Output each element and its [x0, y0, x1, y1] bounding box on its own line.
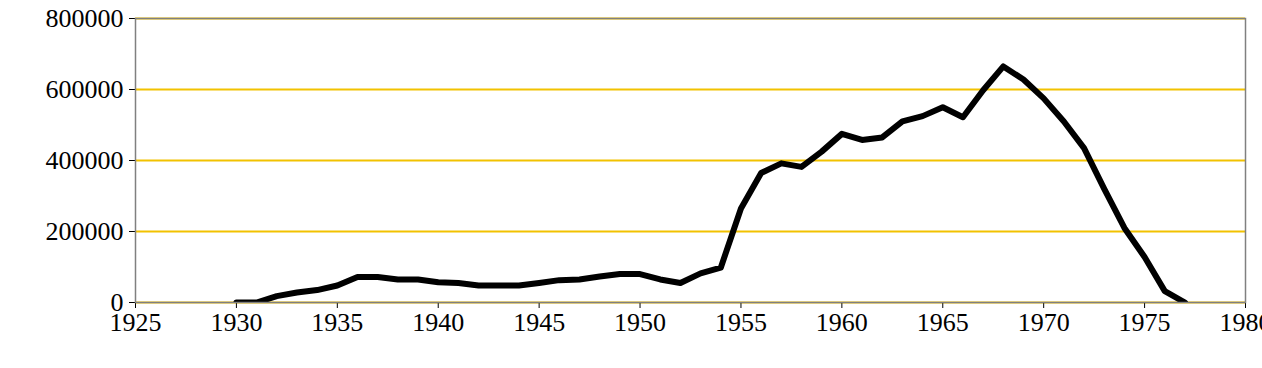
svg-text:1950: 1950 [614, 308, 666, 337]
svg-text:1935: 1935 [311, 308, 363, 337]
svg-text:1965: 1965 [917, 308, 969, 337]
svg-text:200000: 200000 [46, 217, 124, 246]
svg-text:0: 0 [111, 288, 124, 317]
svg-text:1960: 1960 [816, 308, 868, 337]
svg-text:400000: 400000 [46, 146, 124, 175]
svg-text:600000: 600000 [46, 75, 124, 104]
svg-text:1925: 1925 [109, 308, 162, 337]
svg-text:1975: 1975 [1119, 308, 1171, 337]
svg-text:1940: 1940 [412, 308, 464, 337]
svg-text:1930: 1930 [210, 308, 262, 337]
svg-text:1945: 1945 [513, 308, 565, 337]
svg-text:1955: 1955 [715, 308, 767, 337]
svg-text:1970: 1970 [1018, 308, 1070, 337]
svg-text:800000: 800000 [46, 4, 124, 33]
svg-text:1980: 1980 [1220, 308, 1262, 337]
